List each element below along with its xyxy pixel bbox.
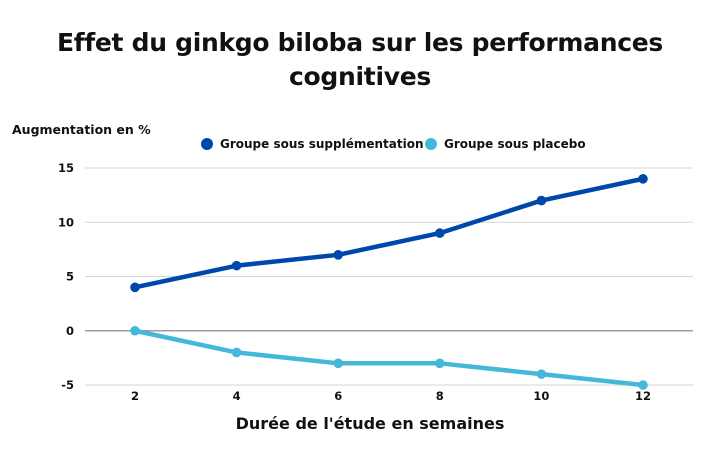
data-point-placebo bbox=[333, 358, 344, 369]
y-tick-label: -5 bbox=[61, 378, 74, 392]
legend-marker-placebo bbox=[425, 138, 437, 150]
data-point-placebo bbox=[638, 380, 648, 390]
x-tick-label: 4 bbox=[233, 389, 241, 403]
y-tick-label: 10 bbox=[58, 215, 74, 229]
legend-label-placebo: Groupe sous placebo bbox=[444, 137, 586, 151]
data-point-placebo bbox=[536, 369, 547, 379]
series-line-supplementation bbox=[132, 176, 646, 290]
data-point-supplementation bbox=[130, 282, 140, 293]
data-point-supplementation bbox=[333, 250, 344, 260]
legend-item-supplementation: Groupe sous supplémentation bbox=[201, 137, 423, 151]
data-point-supplementation bbox=[536, 195, 547, 206]
x-tick-label: 10 bbox=[533, 389, 549, 403]
y-tick-label: 15 bbox=[58, 161, 74, 175]
data-point-supplementation bbox=[231, 260, 242, 271]
data-point-placebo bbox=[435, 358, 445, 369]
x-tick-label: 8 bbox=[436, 389, 444, 403]
data-point-supplementation bbox=[638, 174, 648, 184]
chart-title-line-1: Effet du ginkgo biloba sur les performan… bbox=[56, 28, 664, 57]
legend-marker-supplementation bbox=[201, 138, 213, 150]
x-tick-label: 12 bbox=[635, 389, 651, 403]
y-tick-label: 0 bbox=[66, 324, 74, 338]
data-point-supplementation bbox=[435, 228, 445, 238]
x-axis-label: Durée de l'étude en semaines bbox=[235, 414, 505, 433]
data-point-placebo bbox=[231, 347, 242, 358]
data-point-placebo bbox=[130, 325, 140, 336]
chart-title-line-2: cognitives bbox=[289, 62, 431, 91]
x-tick-label: 6 bbox=[334, 389, 342, 403]
x-tick-label: 2 bbox=[131, 389, 139, 403]
y-axis-label: Augmentation en % bbox=[12, 122, 151, 137]
legend-label-supplementation: Groupe sous supplémentation bbox=[220, 137, 424, 151]
y-tick-label: 5 bbox=[66, 270, 74, 284]
chart-title: Effet du ginkgo biloba sur les performan… bbox=[0, 26, 720, 94]
legend-item-placebo: Groupe sous placebo bbox=[425, 137, 586, 151]
series-line-placebo bbox=[132, 328, 646, 388]
